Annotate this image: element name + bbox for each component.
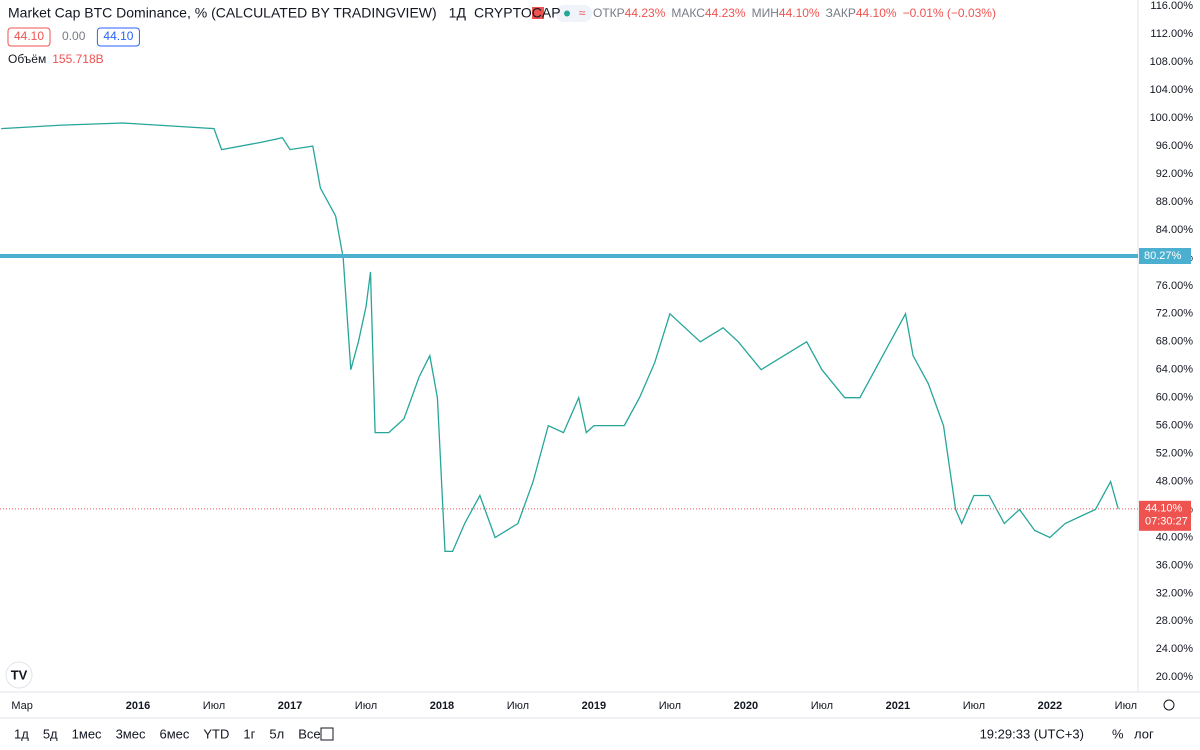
- change: −0.01% (−0.03%): [903, 6, 996, 20]
- y-tick-label: 24.00%: [1156, 643, 1194, 655]
- x-tick-label: Июл: [963, 700, 985, 712]
- ohlc-label: МАКС: [671, 6, 705, 20]
- range-button[interactable]: 5л: [269, 726, 284, 741]
- price-box-text: 44.10: [103, 29, 133, 43]
- x-tick-label: Мар: [11, 700, 33, 712]
- status-icon: ≈: [579, 6, 586, 20]
- x-tick-label: 2019: [582, 700, 606, 712]
- volume-label: Объём: [8, 52, 46, 66]
- range-button[interactable]: 5д: [43, 726, 58, 741]
- flag-icon[interactable]: [532, 7, 544, 19]
- price-box: [7, 27, 51, 47]
- range-button[interactable]: 1г: [243, 726, 255, 741]
- y-tick-label: 76.00%: [1156, 280, 1194, 292]
- range-button[interactable]: 6мес: [159, 726, 189, 741]
- logo: [5, 661, 33, 689]
- percent-toggle[interactable]: %: [1112, 726, 1124, 741]
- y-tick-label: 116.00%: [1150, 0, 1193, 12]
- y-tick-label: 52.00%: [1156, 448, 1194, 460]
- exchange: CRYPTOCAP: [474, 5, 561, 21]
- x-tick-label: Июл: [507, 700, 529, 712]
- x-tick-label: 2018: [430, 700, 454, 712]
- x-tick-label: Июл: [1115, 700, 1137, 712]
- x-tick-label: 2021: [886, 700, 910, 712]
- y-tick-label: 56.00%: [1156, 420, 1194, 432]
- hline-label-box: [1139, 248, 1191, 265]
- y-tick-label: 92.00%: [1156, 168, 1194, 180]
- y-tick-label: 100.00%: [1150, 112, 1194, 124]
- y-tick-label: 20.00%: [1156, 671, 1194, 683]
- status-dot: [564, 10, 570, 17]
- x-tick-label: Июл: [659, 700, 681, 712]
- countdown: 07:30:27: [1145, 516, 1188, 528]
- settings-icon[interactable]: [1163, 699, 1175, 711]
- y-tick-label: 48.00%: [1156, 475, 1194, 487]
- range-button[interactable]: YTD: [203, 726, 229, 741]
- status-pill: [556, 5, 592, 22]
- ohlc-value: 44.10%: [779, 6, 820, 20]
- ohlc-label: ОТКР: [593, 6, 625, 20]
- range-button[interactable]: 1мес: [72, 726, 102, 741]
- x-tick-label: 2020: [734, 700, 758, 712]
- ohlc-label: ЗАКР: [826, 6, 856, 20]
- y-tick-label: 60.00%: [1156, 392, 1194, 404]
- range-button[interactable]: Все: [298, 726, 320, 741]
- price-box: [96, 27, 140, 47]
- y-tick-label: 72.00%: [1156, 308, 1194, 320]
- y-tick-label: 40.00%: [1156, 531, 1194, 543]
- volume-value: 155.718B: [52, 52, 103, 66]
- x-tick-label: 2022: [1038, 700, 1062, 712]
- y-tick-label: 28.00%: [1156, 615, 1194, 627]
- log-toggle[interactable]: лог: [1134, 726, 1154, 741]
- ohlc-value: 44.23%: [705, 6, 746, 20]
- x-tick-label: Июл: [355, 700, 377, 712]
- y-tick-label: 96.00%: [1156, 140, 1194, 152]
- ohlc-label: МИН: [752, 6, 779, 20]
- last-price-label: 44.10%: [1145, 503, 1183, 515]
- interval: 1Д: [449, 5, 467, 21]
- chart-title: Market Cap BTC Dominance, % (CALCULATED …: [8, 5, 437, 21]
- y-tick-label: 112.00%: [1150, 28, 1193, 40]
- range-button[interactable]: 1д: [14, 726, 29, 741]
- y-tick-label: 104.00%: [1150, 84, 1194, 96]
- y-tick-label: 68.00%: [1156, 336, 1194, 348]
- y-tick-label: 36.00%: [1156, 559, 1194, 571]
- calendar-icon[interactable]: [320, 727, 334, 741]
- hline-label: 80.27%: [1144, 250, 1182, 262]
- clock: 19:29:33 (UTC+3): [980, 726, 1084, 741]
- x-tick-label: Июл: [811, 700, 833, 712]
- price-box-text: 0.00: [62, 29, 86, 43]
- price-box-text: 44.10: [14, 29, 44, 43]
- x-tick-label: 2016: [126, 700, 150, 712]
- logo-mark: TV: [11, 667, 28, 682]
- y-tick-label: 88.00%: [1156, 196, 1194, 208]
- y-tick-label: 108.00%: [1150, 56, 1194, 68]
- y-tick-label: 64.00%: [1156, 364, 1194, 376]
- y-tick-label: 84.00%: [1156, 224, 1194, 236]
- x-tick-label: Июл: [203, 700, 225, 712]
- ohlc-value: 44.10%: [856, 6, 897, 20]
- x-tick-label: 2017: [278, 700, 302, 712]
- range-button[interactable]: 3мес: [116, 726, 146, 741]
- last-price-box: [1139, 500, 1191, 531]
- ohlc-value: 44.23%: [625, 6, 666, 20]
- y-tick-label: 32.00%: [1156, 587, 1194, 599]
